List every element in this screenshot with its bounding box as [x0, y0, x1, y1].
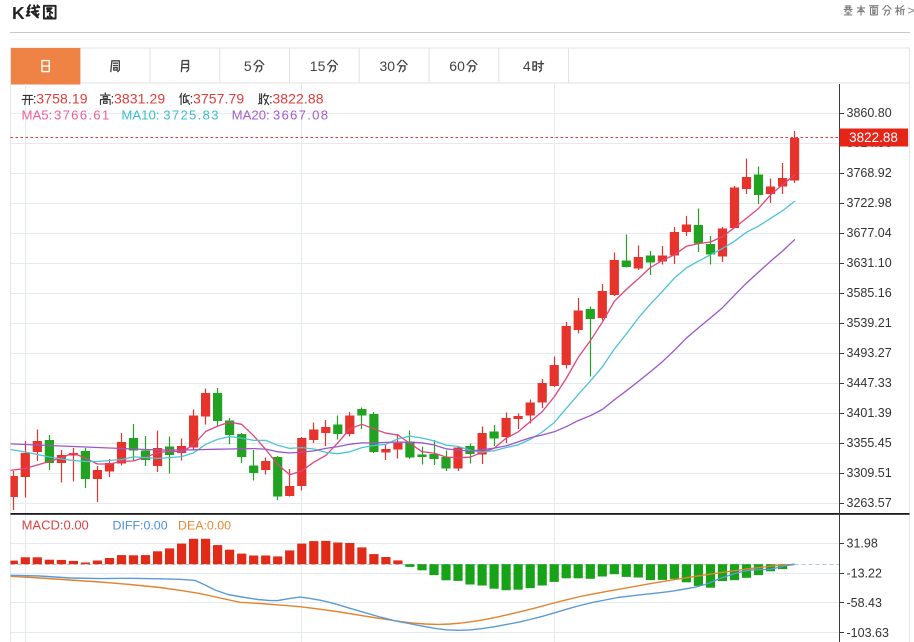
svg-text:3766.61: 3766.61: [54, 107, 110, 122]
svg-text:5: 5: [244, 58, 252, 74]
svg-text:MA5:: MA5:: [22, 107, 53, 122]
svg-text:4: 4: [523, 58, 531, 74]
svg-text:MACD:0.00: MACD:0.00: [22, 518, 89, 533]
svg-text:3758.19: 3758.19: [36, 91, 87, 107]
svg-text:3757.79: 3757.79: [193, 91, 244, 107]
svg-text:-103.63: -103.63: [847, 626, 889, 640]
svg-text:3631.10: 3631.10: [847, 256, 892, 270]
svg-text:MA10:: MA10:: [121, 107, 159, 122]
svg-text::: :: [190, 91, 194, 107]
svg-text:3768.92: 3768.92: [847, 166, 892, 180]
svg-text:3493.27: 3493.27: [847, 346, 892, 360]
svg-text:-58.43: -58.43: [847, 596, 882, 610]
svg-text:31.98: 31.98: [847, 537, 878, 551]
svg-text:3831.29: 3831.29: [114, 91, 165, 107]
svg-text:30: 30: [380, 58, 396, 74]
svg-text:3822.88: 3822.88: [849, 130, 898, 145]
svg-text:DIFF:0.00: DIFF:0.00: [113, 519, 168, 533]
svg-text:3860.80: 3860.80: [847, 106, 892, 120]
svg-text:3309.51: 3309.51: [847, 466, 892, 480]
svg-text:3725.83: 3725.83: [163, 107, 219, 122]
svg-text:3585.16: 3585.16: [847, 286, 892, 300]
svg-text::: :: [33, 91, 37, 107]
svg-text:-13.22: -13.22: [847, 566, 882, 580]
svg-text:3822.88: 3822.88: [272, 91, 323, 107]
svg-text:3401.39: 3401.39: [847, 406, 892, 420]
svg-text:60: 60: [449, 58, 465, 74]
svg-text:3722.98: 3722.98: [847, 196, 892, 210]
svg-text:K: K: [12, 3, 25, 23]
svg-text:3447.33: 3447.33: [847, 376, 892, 390]
svg-text:3355.45: 3355.45: [847, 436, 892, 450]
svg-text::: :: [269, 91, 273, 107]
svg-text:3667.08: 3667.08: [273, 107, 329, 122]
svg-text:3263.57: 3263.57: [847, 496, 892, 510]
svg-text:3539.21: 3539.21: [847, 316, 892, 330]
svg-text:DEA:0.00: DEA:0.00: [178, 519, 231, 533]
svg-text::: :: [111, 91, 115, 107]
svg-text:15: 15: [310, 58, 326, 74]
svg-text:MA20:: MA20:: [232, 107, 270, 122]
svg-text:3677.04: 3677.04: [847, 226, 892, 240]
svg-text:>: >: [908, 4, 914, 18]
